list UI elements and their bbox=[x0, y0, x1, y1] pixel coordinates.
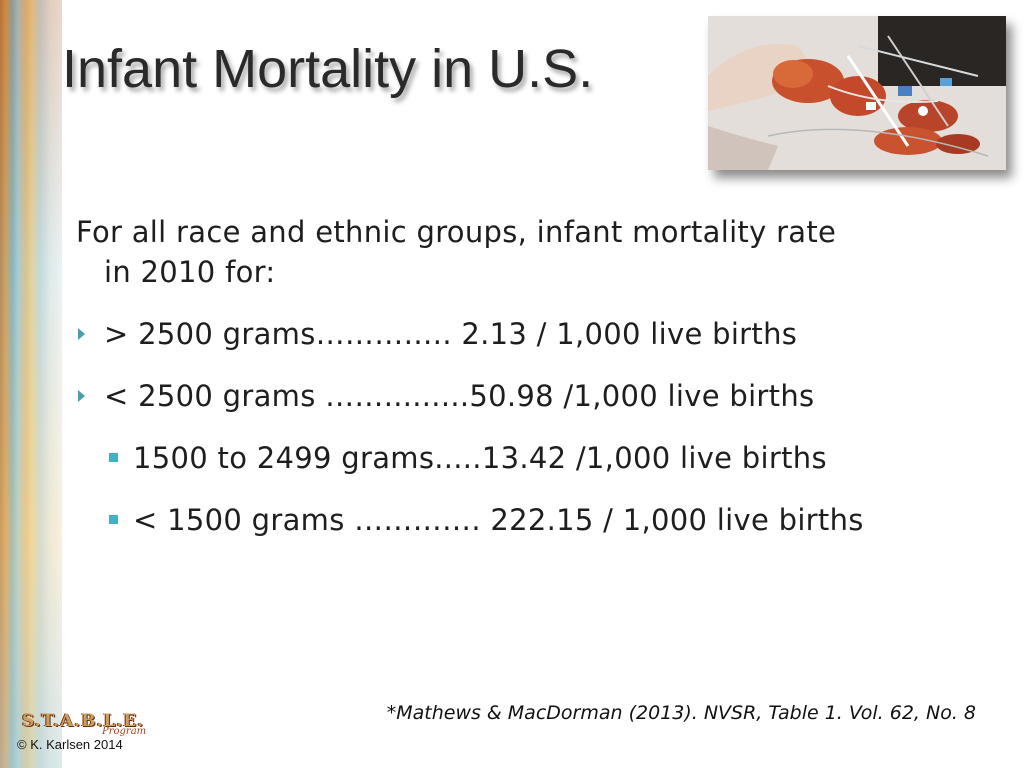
square-bullet-icon bbox=[109, 515, 118, 524]
slide-body: For all race and ethnic groups, infant m… bbox=[76, 212, 996, 540]
source-citation: *Mathews & MacDorman (2013). NVSR, Table… bbox=[386, 702, 976, 724]
triangle-right-bullet-icon bbox=[78, 390, 85, 402]
bullet-text: 1500 to 2499 grams.....13.42 /1,000 live… bbox=[133, 441, 827, 475]
intro-line-2: in 2010 for: bbox=[104, 255, 276, 289]
slide-title: Infant Mortality in U.S. bbox=[62, 39, 594, 99]
bullet-text: > 2500 grams………….. 2.13 / 1,000 live bir… bbox=[104, 317, 798, 351]
logo-subtext: Program bbox=[102, 726, 147, 737]
triangle-right-bullet-icon bbox=[78, 328, 85, 340]
bullet-text: < 2500 grams …….........50.98 /1,000 liv… bbox=[104, 379, 815, 413]
intro-paragraph: For all race and ethnic groups, infant m… bbox=[76, 212, 996, 292]
bullet-under-1500-grams: < 1500 grams …………. 222.15 / 1,000 live b… bbox=[76, 500, 996, 540]
bullet-1500-to-2499-grams: 1500 to 2499 grams.....13.42 /1,000 live… bbox=[76, 438, 996, 478]
bullet-over-2500-grams: > 2500 grams………….. 2.13 / 1,000 live bir… bbox=[76, 314, 996, 354]
bullet-under-2500-grams: < 2500 grams …….........50.98 /1,000 liv… bbox=[76, 376, 996, 416]
square-bullet-icon bbox=[109, 453, 118, 462]
premature-infant-photo bbox=[708, 16, 1006, 170]
intro-line-1: For all race and ethnic groups, infant m… bbox=[76, 215, 837, 249]
bullet-text: < 1500 grams …………. 222.15 / 1,000 live b… bbox=[133, 503, 864, 537]
copyright-notice: © K. Karlsen 2014 bbox=[17, 737, 123, 752]
stable-program-logo: S.T.A.B.L.E. Program bbox=[8, 708, 148, 737]
decorative-left-stripe bbox=[0, 0, 62, 768]
logo-text: S.T.A.B.L.E. bbox=[22, 711, 145, 731]
